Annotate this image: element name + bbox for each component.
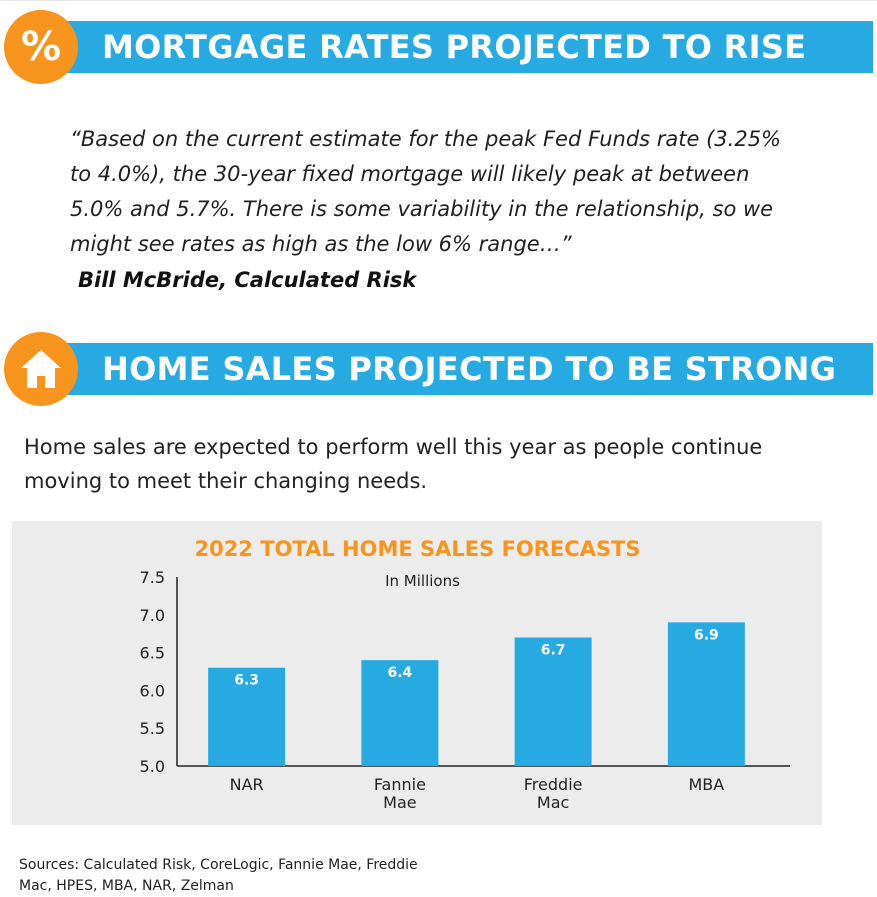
sources-note: Sources: Calculated Risk, CoreLogic, Fan… bbox=[19, 857, 418, 894]
bar-0 bbox=[208, 667, 286, 766]
chart-title: 2022 TOTAL HOME SALES FORECASTS bbox=[194, 537, 641, 561]
y-tick-label: 6.0 bbox=[140, 681, 165, 700]
x-category-label: Fannie Mae bbox=[374, 775, 426, 812]
y-tick-label: 5.0 bbox=[140, 757, 165, 776]
top-divider bbox=[0, 0, 877, 1]
banner-title: HOME SALES PROJECTED TO BE STRONG bbox=[102, 350, 837, 388]
bar-1 bbox=[361, 660, 439, 766]
bar-value-label: 6.9 bbox=[694, 627, 719, 643]
quote-attribution: Bill McBride, Calculated Risk bbox=[78, 268, 417, 292]
quote-text: “Based on the current estimate for the p… bbox=[70, 127, 782, 256]
banner-bar bbox=[38, 343, 873, 395]
x-category-label: Freddie Mac bbox=[524, 775, 583, 812]
y-tick-label: 6.5 bbox=[140, 644, 165, 663]
y-tick-label: 7.0 bbox=[140, 606, 165, 625]
percent-glyph: % bbox=[20, 24, 62, 70]
bar-value-label: 6.4 bbox=[387, 665, 412, 681]
bar-2 bbox=[514, 637, 592, 766]
bar-value-label: 6.3 bbox=[234, 673, 259, 689]
x-category-label: MBA bbox=[689, 775, 725, 794]
y-tick-label: 5.5 bbox=[140, 719, 165, 738]
bar-value-label: 6.7 bbox=[541, 642, 566, 658]
x-category-label: NAR bbox=[230, 775, 264, 794]
home-sales-banner: HOME SALES PROJECTED TO BE STRONG bbox=[0, 343, 877, 395]
y-tick-label: 7.5 bbox=[140, 568, 165, 587]
house-icon bbox=[4, 332, 78, 406]
intro-paragraph: Home sales are expected to perform well … bbox=[24, 435, 763, 493]
banner-bar bbox=[38, 21, 873, 73]
bar-3 bbox=[667, 622, 745, 766]
banner-title: MORTGAGE RATES PROJECTED TO RISE bbox=[102, 28, 807, 66]
mortgage-rates-banner: MORTGAGE RATES PROJECTED TO RISE bbox=[0, 21, 877, 73]
chart-subtitle: In Millions bbox=[385, 572, 460, 590]
house-glyph bbox=[21, 350, 61, 388]
percent-icon: % bbox=[4, 10, 78, 84]
